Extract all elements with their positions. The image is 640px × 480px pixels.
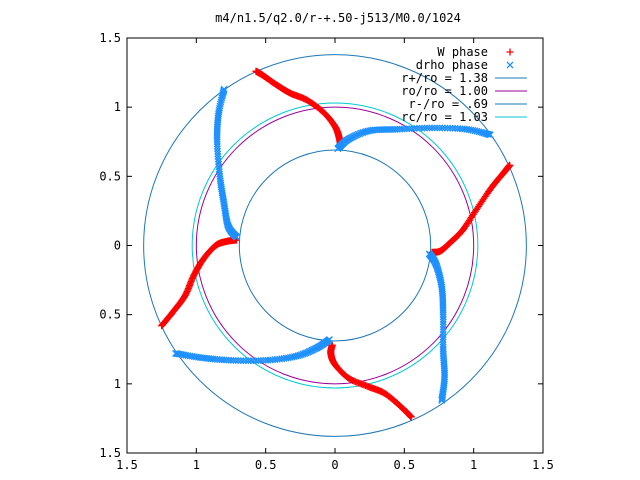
legend-label: drho phase [416,58,488,72]
legend-label: ro/ro = 1.00 [401,84,488,98]
data-point [158,322,166,330]
data-point [439,325,447,333]
data-point [439,315,447,323]
data-point [439,320,447,328]
legend-label: W phase [437,45,488,59]
data-point [441,124,449,132]
legend-label: r-/ro = .69 [409,97,488,111]
data-point [244,357,252,365]
data-point [431,124,439,132]
y-tick-label: 0.5 [99,169,121,183]
radius-circle [195,106,475,385]
legend-label: rc/ro = 1.03 [401,110,488,124]
data-point [242,357,250,365]
data-point [423,124,431,132]
data-point [439,323,447,331]
data-points [158,67,514,421]
data-point [439,328,447,336]
data-point [436,124,444,132]
x-tick-label: 1.5 [532,458,554,472]
data-point [438,394,446,402]
data-point [438,396,446,404]
x-tick-label: 1 [470,458,477,472]
radius-circle [191,102,479,389]
legend-marker [506,61,514,69]
data-point [433,124,441,132]
y-tick-label: 0.5 [99,308,121,322]
x-tick-label: 1 [193,458,200,472]
data-point [444,124,451,132]
data-point [418,124,426,132]
legend-label: r+/ro = 1.38 [401,71,488,85]
data-point [439,333,447,341]
data-point [486,131,494,139]
x-tick-label: 0 [331,458,338,472]
x-tick-label: 0.5 [255,458,277,472]
data-point [426,124,434,132]
data-point [421,124,428,132]
y-tick-label: 1.5 [99,446,121,460]
chart-title: m4/n1.5/q2.0/r-+.50-j513/M0.0/1024 [215,11,461,25]
data-point [415,124,423,132]
x-tick-label: 1.5 [116,458,138,472]
legend-marker [506,48,514,56]
y-tick-label: 0 [114,239,121,253]
radius-circles [143,54,527,437]
radius-circle [143,54,527,437]
data-point [247,357,255,365]
y-tick-label: 1 [114,100,121,114]
data-point [439,318,447,326]
data-point [506,161,514,169]
y-tick-label: 1.5 [99,31,121,45]
data-point [172,349,179,357]
data-point [252,357,260,365]
data-point [174,350,182,358]
data-point [252,67,260,75]
data-point [439,331,447,339]
data-point [254,357,262,365]
x-tick-label: 0.5 [393,458,415,472]
data-point [439,336,447,344]
data-point [249,357,257,365]
y-tick-label: 1 [114,377,121,391]
data-point [220,85,228,93]
radius-circle [238,149,432,342]
data-point [407,413,415,421]
data-point [428,124,436,132]
axis-ticks: 1.5 1 0.5 0 0.5 1 1.51.510.500.511.5 [99,31,554,472]
data-point [438,124,446,132]
